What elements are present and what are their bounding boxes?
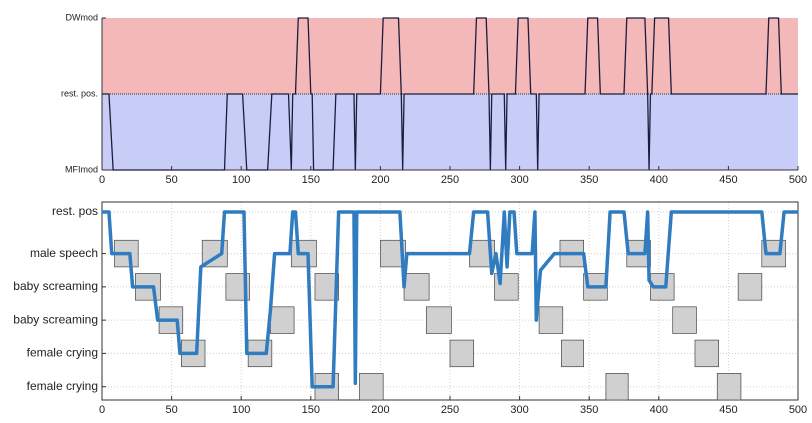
x-tick-label: 500: [789, 174, 807, 186]
x-tick-label: 300: [510, 174, 528, 186]
y-tick-label: baby screaming: [13, 279, 98, 293]
plot-frame: [101, 201, 799, 401]
event-box: [538, 306, 564, 334]
x-tick-label: 450: [719, 404, 737, 416]
x-tick-label: 400: [650, 404, 668, 416]
event-box: [561, 339, 584, 368]
lower-band: [102, 94, 798, 170]
event-box: [605, 373, 629, 401]
y-tick-label: DWmod: [65, 12, 98, 22]
y-tick-label: female crying: [27, 379, 98, 393]
x-tick-label: 0: [99, 404, 105, 416]
y-tick-label: MFImod: [65, 164, 98, 174]
event-box: [425, 306, 452, 334]
y-tick-label: baby screaming: [13, 312, 98, 326]
x-tick-label: 250: [441, 404, 459, 416]
signal-line: [102, 17, 798, 171]
x-tick-label: 400: [650, 174, 668, 186]
x-tick-label: 150: [302, 404, 320, 416]
event-box: [716, 373, 742, 401]
x-tick-label: 350: [580, 404, 598, 416]
x-tick-label: 50: [165, 404, 177, 416]
event-box: [270, 306, 295, 334]
event-box: [737, 273, 763, 301]
upper-band: [102, 18, 798, 94]
event-box: [672, 306, 697, 334]
x-tick-label: 100: [232, 404, 250, 416]
event-box: [449, 339, 475, 368]
y-tick-label: female crying: [27, 346, 98, 360]
x-tick-label: 250: [441, 174, 459, 186]
x-tick-label: 200: [371, 174, 389, 186]
event-box: [403, 273, 430, 301]
x-tick-label: 50: [165, 174, 177, 186]
y-tick-label: rest. pos: [52, 204, 98, 218]
x-tick-label: 500: [789, 404, 807, 416]
x-tick-label: 150: [302, 174, 320, 186]
x-tick-label: 100: [232, 174, 250, 186]
x-tick-label: 350: [580, 174, 598, 186]
event-box: [694, 339, 720, 368]
x-tick-label: 300: [510, 404, 528, 416]
y-tick-label: male speech: [30, 246, 98, 260]
x-tick-label: 450: [719, 174, 737, 186]
event-box: [359, 373, 384, 401]
x-tick-label: 200: [371, 404, 389, 416]
x-tick-label: 0: [99, 174, 105, 186]
y-tick-label: rest. pos.: [61, 88, 98, 98]
trajectory-line: [102, 210, 798, 389]
event-box: [314, 273, 339, 301]
